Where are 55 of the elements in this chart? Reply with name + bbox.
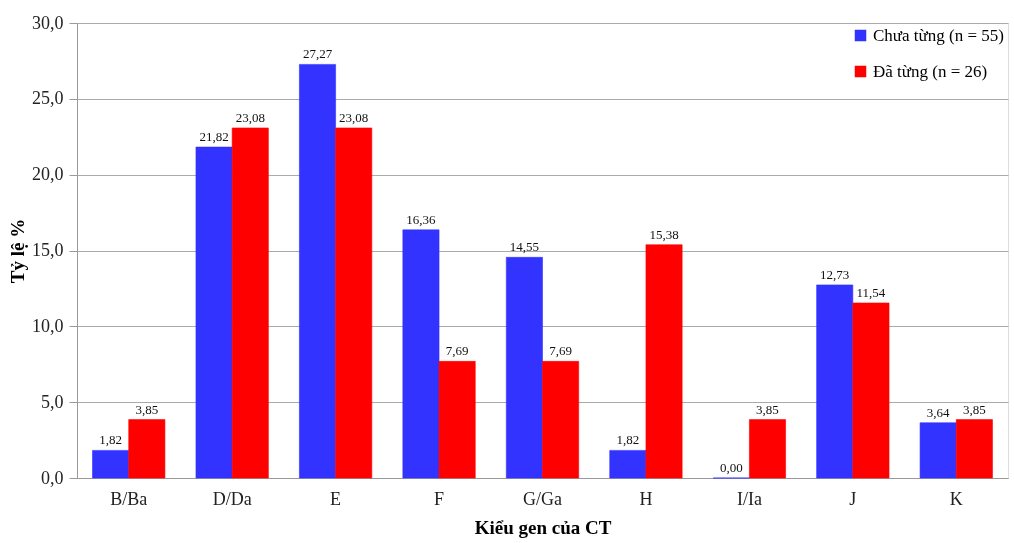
bar	[231, 127, 269, 479]
bar	[195, 146, 233, 479]
data-label: 15,38	[649, 226, 679, 242]
x-tick-label: E	[330, 488, 342, 509]
data-label: 7,69	[445, 343, 469, 359]
data-label: 3,85	[756, 401, 779, 417]
data-label: 21,82	[199, 129, 229, 145]
bar	[402, 229, 440, 479]
bar	[335, 127, 373, 479]
bar	[955, 419, 993, 479]
bar	[852, 302, 890, 479]
y-tick-label: 5,0	[41, 391, 64, 412]
x-tick-label: B/Ba	[110, 488, 148, 509]
data-label: 3,85	[135, 401, 159, 417]
x-tick-label: K	[949, 488, 963, 509]
bar	[919, 422, 957, 479]
bar	[505, 257, 543, 479]
data-label: 27,27	[302, 46, 333, 62]
bar	[92, 450, 130, 479]
bar	[609, 450, 647, 479]
legend-label: Đã từng (n = 26)	[873, 61, 988, 81]
x-tick-label: F	[434, 488, 445, 509]
data-label: 12,73	[820, 266, 850, 282]
x-tick-label: G/Ga	[523, 488, 562, 509]
bar	[816, 284, 854, 479]
data-label: 1,82	[99, 432, 122, 448]
bar	[128, 419, 166, 479]
y-tick-label: 0,0	[41, 467, 64, 488]
data-label: 11,54	[856, 284, 886, 300]
data-label: 3,85	[963, 401, 986, 417]
legend-label: Chưa từng (n = 55)	[873, 25, 1004, 45]
bar	[438, 361, 476, 479]
data-label: 16,36	[406, 211, 437, 227]
data-label: 0,00	[719, 460, 743, 475]
bar	[542, 361, 580, 479]
data-label: 3,64	[926, 404, 951, 420]
y-tick-label: 10,0	[32, 315, 64, 336]
x-axis-title: Kiểu gen của CT	[474, 516, 612, 538]
x-tick-label: H	[639, 488, 653, 509]
data-label: 23,08	[235, 109, 265, 125]
bar	[645, 244, 683, 479]
data-label: 7,69	[549, 343, 572, 359]
x-tick-label: I/Ia	[736, 488, 762, 509]
x-tick-label: J	[849, 488, 857, 509]
y-tick-label: 15,0	[32, 240, 64, 260]
y-axis-title: Tỷ lệ %	[7, 218, 28, 284]
x-tick-label: D/Da	[212, 488, 252, 509]
data-label: 1,82	[616, 432, 640, 448]
data-label: 14,55	[509, 239, 540, 255]
data-label: 23,08	[339, 109, 369, 125]
y-tick-label: 20,0	[32, 164, 64, 185]
bar	[749, 419, 786, 479]
bar	[299, 64, 336, 479]
y-tick-label: 30,0	[32, 12, 64, 33]
y-tick-label: 25,0	[32, 88, 64, 109]
